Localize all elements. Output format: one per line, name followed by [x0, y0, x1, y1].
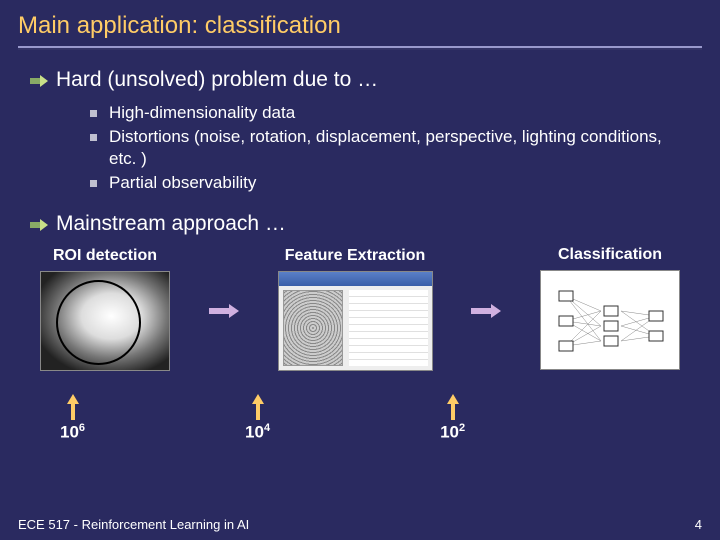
- neural-net-icon: [541, 271, 681, 371]
- bullet-text: Mainstream approach …: [56, 212, 286, 236]
- dimension-value: 104: [245, 422, 270, 443]
- dimension-value: 106: [60, 422, 85, 443]
- flow-arrow-icon: [471, 304, 501, 318]
- up-arrow-icon: [67, 394, 79, 420]
- pipeline-stage-feature: Feature Extraction: [278, 247, 433, 376]
- sub-bullet-text: Distortions (noise, rotation, displaceme…: [109, 126, 690, 170]
- dimension-marker: 106: [60, 394, 85, 443]
- content-area: Hard (unsolved) problem due to … High-di…: [0, 50, 720, 443]
- square-bullet-icon: [90, 110, 97, 117]
- sub-bullet-item: High-dimensionality data: [90, 102, 690, 124]
- up-arrow-icon: [252, 394, 264, 420]
- dimensions-row: 106 104 102: [30, 394, 690, 443]
- pipeline-row: ROI detection Feature Extraction Classif…: [30, 246, 690, 376]
- stage-label: Feature Extraction: [278, 247, 433, 265]
- classification-image-placeholder: [540, 270, 680, 370]
- bullet-item: Hard (unsolved) problem due to …: [30, 68, 690, 92]
- sub-bullet-item: Distortions (noise, rotation, displaceme…: [90, 126, 690, 170]
- square-bullet-icon: [90, 180, 97, 187]
- roi-image-placeholder: [40, 271, 170, 371]
- sub-bullet-text: Partial observability: [109, 172, 256, 194]
- dimension-value: 102: [440, 422, 465, 443]
- roi-circle-icon: [56, 280, 141, 365]
- sub-bullet-text: High-dimensionality data: [109, 102, 295, 124]
- page-title: Main application: classification: [18, 12, 702, 40]
- feature-image-placeholder: [278, 271, 433, 371]
- bullet-text: Hard (unsolved) problem due to …: [56, 68, 378, 92]
- up-arrow-icon: [447, 394, 459, 420]
- sub-bullet-list: High-dimensionality data Distortions (no…: [90, 102, 690, 194]
- square-bullet-icon: [90, 134, 97, 141]
- page-number: 4: [695, 517, 702, 532]
- arrow-bullet-icon: [30, 218, 48, 232]
- stage-label: Classification: [540, 246, 680, 264]
- pipeline-stage-classification: Classification: [540, 246, 680, 376]
- footer-course: ECE 517 - Reinforcement Learning in AI: [18, 517, 249, 532]
- pipeline-stage-roi: ROI detection: [40, 247, 170, 376]
- flow-arrow-icon: [209, 304, 239, 318]
- dimension-marker: 104: [245, 394, 270, 443]
- stage-label: ROI detection: [40, 247, 170, 265]
- bullet-item: Mainstream approach …: [30, 212, 690, 236]
- dimension-marker: 102: [440, 394, 465, 443]
- footer: ECE 517 - Reinforcement Learning in AI 4: [18, 517, 702, 532]
- arrow-bullet-icon: [30, 74, 48, 88]
- sub-bullet-item: Partial observability: [90, 172, 690, 194]
